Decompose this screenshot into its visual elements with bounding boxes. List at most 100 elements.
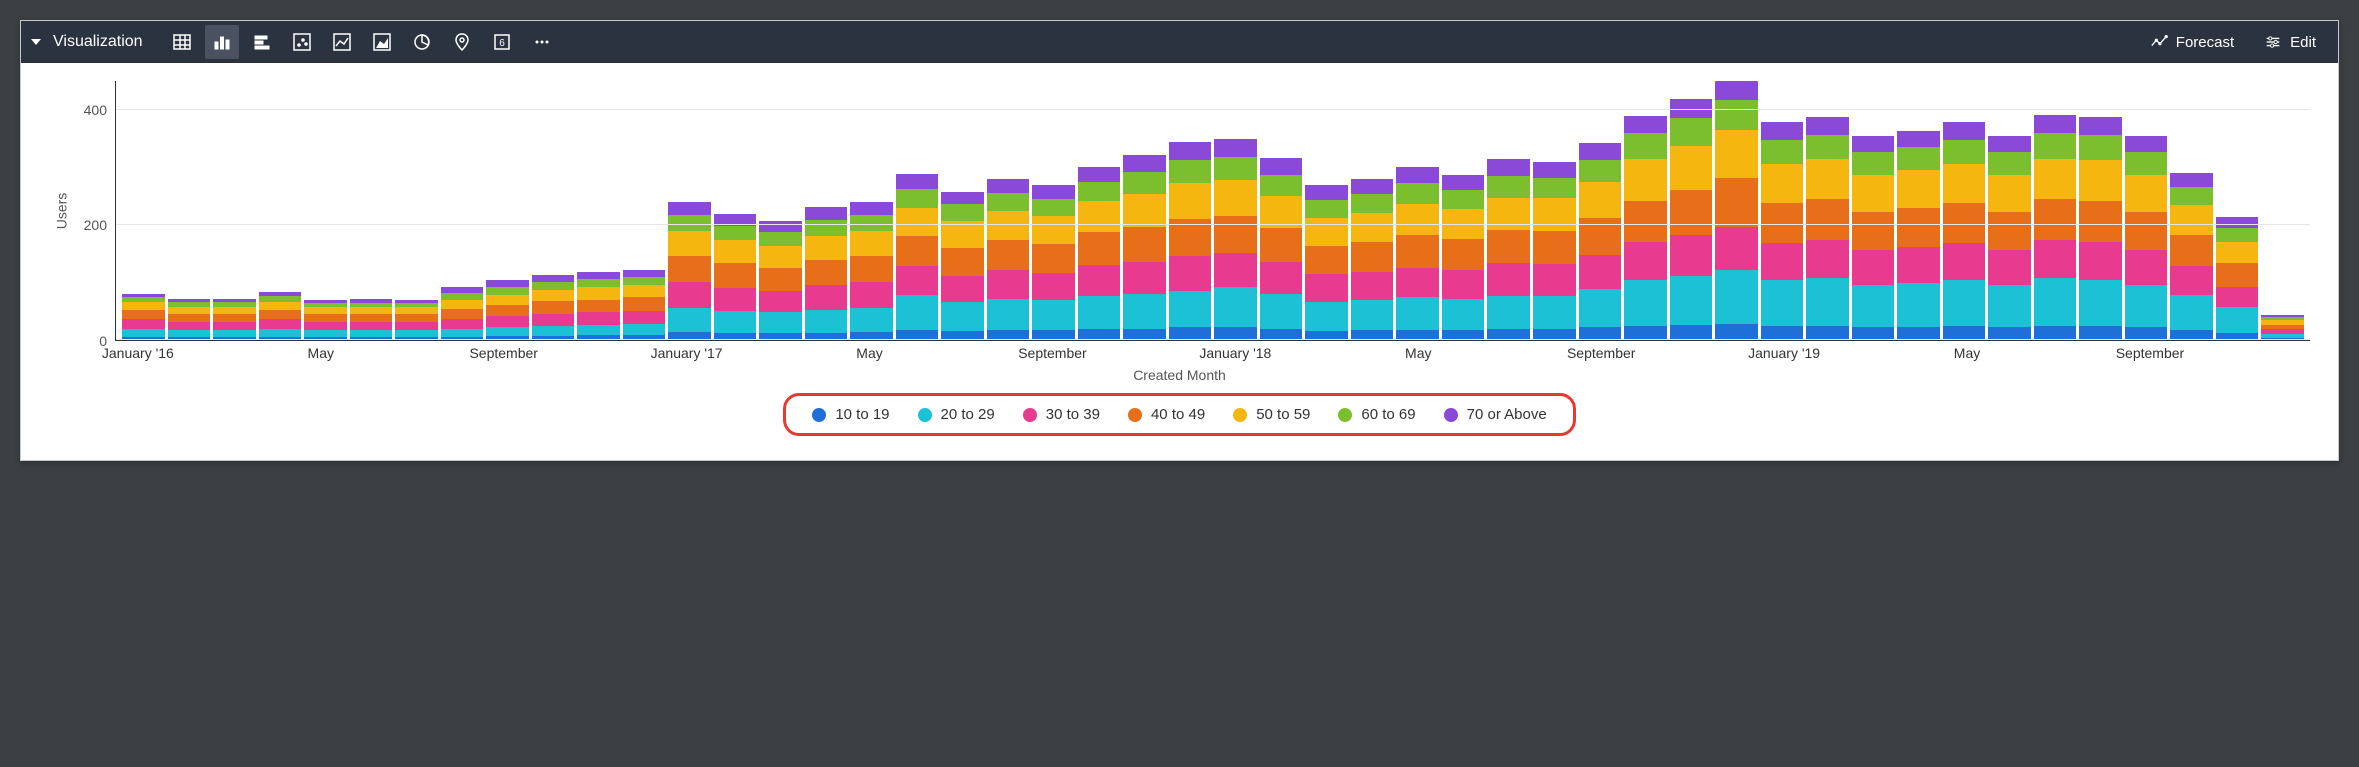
bar[interactable] [805, 81, 848, 340]
bar-segment [2079, 135, 2122, 160]
bar[interactable] [2261, 81, 2304, 340]
bar[interactable] [1624, 81, 1667, 340]
bar[interactable] [1852, 81, 1895, 340]
bar[interactable] [987, 81, 1030, 340]
legend-item[interactable]: 20 to 29 [918, 406, 995, 423]
bar[interactable] [2034, 81, 2077, 340]
bar[interactable] [1078, 81, 1121, 340]
bar[interactable] [486, 81, 529, 340]
bar-segment [1305, 246, 1348, 275]
bar[interactable] [850, 81, 893, 340]
bar[interactable] [1442, 81, 1485, 340]
more-icon[interactable] [525, 25, 559, 59]
bar-segment [668, 202, 711, 215]
bar[interactable] [668, 81, 711, 340]
bar[interactable] [213, 81, 256, 340]
bar[interactable] [395, 81, 438, 340]
bar-segment [1943, 326, 1986, 340]
table-icon[interactable] [165, 25, 199, 59]
bar[interactable] [1761, 81, 1804, 340]
bar-segment [532, 275, 575, 282]
bar[interactable] [304, 81, 347, 340]
bar-segment [941, 276, 984, 302]
bar[interactable] [1396, 81, 1439, 340]
column-chart-icon[interactable] [205, 25, 239, 59]
scatter-chart-icon[interactable] [285, 25, 319, 59]
bar[interactable] [2170, 81, 2213, 340]
bar[interactable] [122, 81, 165, 340]
bar[interactable] [714, 81, 757, 340]
x-tick: September [1567, 345, 1635, 361]
legend-label: 40 to 49 [1151, 406, 1205, 423]
bar[interactable] [168, 81, 211, 340]
legend-item[interactable]: 40 to 49 [1128, 406, 1205, 423]
legend-item[interactable]: 70 or Above [1444, 406, 1547, 423]
pie-chart-icon[interactable] [405, 25, 439, 59]
bar-segment [623, 297, 666, 311]
bar[interactable] [1487, 81, 1530, 340]
bar[interactable] [623, 81, 666, 340]
bar[interactable] [2216, 81, 2259, 340]
bar[interactable] [350, 81, 393, 340]
legend-item[interactable]: 10 to 19 [812, 406, 889, 423]
edit-button[interactable]: Edit [2252, 25, 2328, 59]
bar-segment [1988, 250, 2031, 285]
bar-chart-icon[interactable] [245, 25, 279, 59]
bar-segment [1169, 183, 1212, 219]
bar[interactable] [1305, 81, 1348, 340]
bar[interactable] [1123, 81, 1166, 340]
bar-segment [1852, 136, 1895, 152]
bar-segment [1852, 175, 1895, 212]
bar[interactable] [1260, 81, 1303, 340]
bar[interactable] [1351, 81, 1394, 340]
bar[interactable] [1670, 81, 1713, 340]
legend-item[interactable]: 30 to 39 [1023, 406, 1100, 423]
bar-segment [2034, 326, 2077, 340]
bar[interactable] [941, 81, 984, 340]
bar[interactable] [577, 81, 620, 340]
legend: 10 to 19 20 to 29 30 to 39 40 to 49 50 to 59… [783, 393, 1575, 436]
bar[interactable] [2125, 81, 2168, 340]
area-chart-icon[interactable] [365, 25, 399, 59]
bar[interactable] [532, 81, 575, 340]
bar-segment [805, 285, 848, 309]
bar-segment [2216, 217, 2259, 227]
bar-segment [1670, 146, 1713, 191]
bar[interactable] [896, 81, 939, 340]
legend-dot-icon [1023, 408, 1037, 422]
bar[interactable] [1214, 81, 1257, 340]
bar[interactable] [1715, 81, 1758, 340]
bar[interactable] [1533, 81, 1576, 340]
bar-segment [1260, 158, 1303, 175]
bar[interactable] [259, 81, 302, 340]
line-chart-icon[interactable] [325, 25, 359, 59]
bar-segment [2034, 115, 2077, 133]
bar-segment [1806, 117, 1849, 134]
bar-segment [1487, 176, 1530, 198]
bar[interactable] [1988, 81, 2031, 340]
bar[interactable] [2079, 81, 2122, 340]
bar-segment [1442, 270, 1485, 299]
bar-segment [1032, 199, 1075, 216]
bar-segment [759, 246, 802, 268]
forecast-button[interactable]: Forecast [2138, 25, 2246, 59]
legend-item[interactable]: 50 to 59 [1233, 406, 1310, 423]
bar-segment [1806, 159, 1849, 199]
bar-segment [1761, 243, 1804, 280]
bar[interactable] [1943, 81, 1986, 340]
collapse-caret-icon[interactable] [31, 39, 41, 45]
legend-item[interactable]: 60 to 69 [1338, 406, 1415, 423]
bar[interactable] [1032, 81, 1075, 340]
bar[interactable] [1897, 81, 1940, 340]
bar[interactable] [759, 81, 802, 340]
single-value-icon[interactable]: 6 [485, 25, 519, 59]
bar[interactable] [1806, 81, 1849, 340]
bar-segment [1169, 142, 1212, 160]
bar[interactable] [1579, 81, 1622, 340]
legend-dot-icon [1444, 408, 1458, 422]
map-icon[interactable] [445, 25, 479, 59]
bar[interactable] [441, 81, 484, 340]
bar-segment [2079, 160, 2122, 200]
bar[interactable] [1169, 81, 1212, 340]
bar-segment [2125, 250, 2168, 285]
